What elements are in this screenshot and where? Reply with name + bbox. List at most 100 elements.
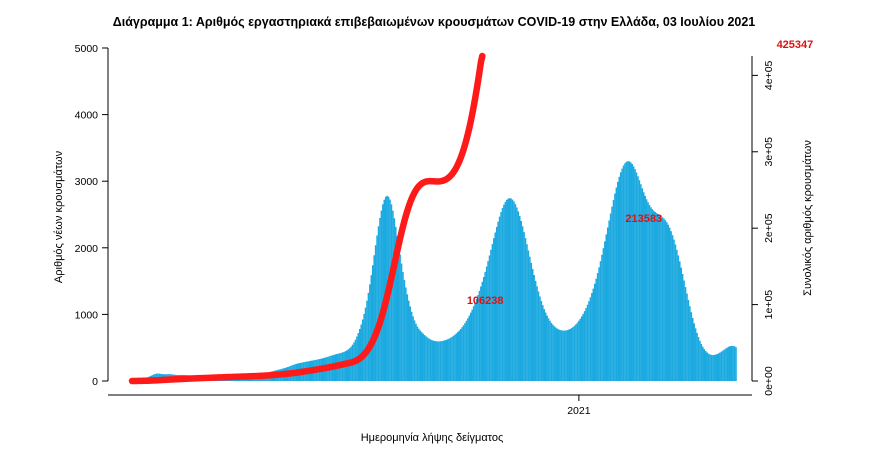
bar	[710, 354, 713, 381]
bar	[716, 354, 719, 381]
bar	[691, 317, 694, 381]
bar	[433, 340, 436, 381]
bar	[465, 320, 468, 381]
bar	[644, 195, 646, 381]
bar	[707, 353, 710, 381]
bar	[619, 172, 622, 381]
bar-series	[131, 161, 737, 381]
bar	[683, 280, 685, 381]
y-right-tick-label: 3e+05	[763, 137, 775, 167]
bar	[448, 338, 450, 381]
bar	[511, 199, 514, 381]
bar	[410, 311, 413, 381]
y-left-tick-label: 1000	[75, 309, 99, 321]
bar	[576, 322, 579, 381]
right-axis-ticks: 0e+00 1e+05 2e+05 3e+05 4e+05	[752, 60, 775, 396]
bar	[732, 345, 734, 381]
bar	[531, 269, 534, 381]
bar	[699, 340, 701, 381]
bar	[493, 238, 495, 381]
bar	[536, 286, 538, 381]
bar	[526, 244, 528, 381]
bar	[539, 296, 541, 381]
bar	[715, 354, 717, 381]
bar	[562, 330, 564, 381]
bar	[471, 309, 473, 381]
y-left-tick-label: 0	[92, 376, 98, 388]
bar	[651, 209, 654, 381]
bar	[488, 255, 491, 381]
bar	[449, 337, 452, 381]
y-left-tick-label: 5000	[75, 43, 99, 55]
bar	[517, 211, 520, 381]
line-annotation: 106238	[467, 295, 504, 307]
bar	[508, 198, 511, 381]
bar	[462, 325, 465, 381]
bar	[566, 330, 569, 381]
bar	[435, 341, 437, 381]
bar	[595, 278, 597, 381]
y-left-tick-label: 2000	[75, 243, 99, 255]
bar	[546, 315, 548, 381]
annotations: 425347 213583 106238	[467, 39, 813, 307]
bar	[598, 267, 600, 381]
bar	[654, 212, 657, 381]
bar	[549, 320, 551, 381]
bar	[392, 210, 394, 381]
bar	[400, 263, 403, 381]
bar	[513, 201, 515, 381]
bar	[658, 215, 661, 381]
bar	[592, 288, 595, 381]
y-right-tick-label: 1e+05	[763, 290, 775, 320]
bar	[455, 333, 458, 381]
bar	[413, 320, 416, 381]
bar	[671, 235, 674, 381]
bar	[403, 280, 406, 381]
bar	[709, 354, 711, 381]
line-annotation: 213583	[625, 213, 662, 225]
bar	[573, 325, 576, 381]
bar	[524, 238, 527, 381]
bar	[612, 199, 615, 381]
bar	[428, 338, 430, 381]
bar	[702, 346, 704, 381]
bar	[720, 351, 723, 381]
bar	[634, 169, 636, 381]
bar	[438, 341, 440, 381]
bar	[680, 267, 682, 381]
bar	[684, 287, 687, 381]
bar	[686, 293, 688, 381]
bar	[655, 213, 658, 381]
bar	[677, 255, 680, 381]
bar	[490, 249, 492, 381]
bar	[689, 306, 691, 381]
bar	[730, 345, 733, 381]
bar	[474, 302, 476, 381]
bar	[735, 347, 737, 381]
bar	[719, 352, 721, 381]
bar	[507, 198, 509, 381]
bar	[733, 346, 736, 381]
bar	[494, 232, 497, 381]
bar	[703, 349, 706, 381]
bar	[670, 231, 672, 381]
bar	[423, 335, 426, 381]
bar	[461, 327, 463, 381]
bar	[382, 204, 384, 381]
bar	[459, 328, 462, 381]
bar	[637, 176, 639, 381]
bar	[441, 341, 443, 381]
bar	[523, 232, 525, 381]
bar	[402, 272, 404, 381]
bar	[420, 332, 423, 381]
bar	[601, 254, 603, 381]
y-right-tick-label: 4e+05	[763, 60, 775, 90]
bar	[570, 328, 573, 381]
line-annotation: 425347	[777, 39, 814, 51]
bar	[529, 256, 531, 381]
bar	[631, 163, 633, 381]
y-axis-right-label: Συνολικός αριθμός κρουσμάτων	[802, 140, 814, 296]
bar	[663, 218, 665, 381]
bar	[408, 300, 410, 381]
bar	[396, 235, 398, 381]
